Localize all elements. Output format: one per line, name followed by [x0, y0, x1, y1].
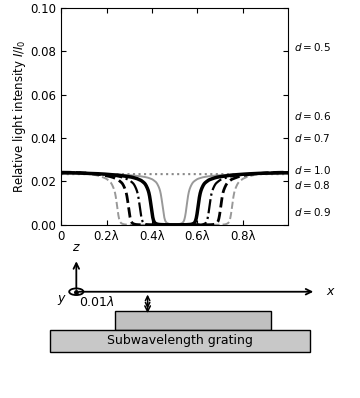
Text: $d = 0.5$: $d = 0.5$: [293, 41, 330, 53]
Bar: [115, 311, 271, 330]
Text: $y$: $y$: [57, 293, 67, 307]
Text: $z$: $z$: [72, 241, 81, 254]
Text: $0.01\lambda$: $0.01\lambda$: [79, 295, 115, 308]
Text: $x$: $x$: [326, 285, 336, 298]
Text: $d = 0.9$: $d = 0.9$: [293, 206, 330, 218]
Bar: [50, 330, 310, 352]
Text: $d = 0.6$: $d = 0.6$: [293, 110, 331, 123]
Text: $d = 0.7$: $d = 0.7$: [293, 132, 330, 144]
Text: Subwavelength grating: Subwavelength grating: [107, 334, 253, 347]
Text: $d = 1.0$: $d = 1.0$: [293, 164, 330, 176]
Text: $d = 0.8$: $d = 0.8$: [293, 179, 330, 191]
Y-axis label: Relative light intensity $I/I_0$: Relative light intensity $I/I_0$: [10, 40, 28, 193]
